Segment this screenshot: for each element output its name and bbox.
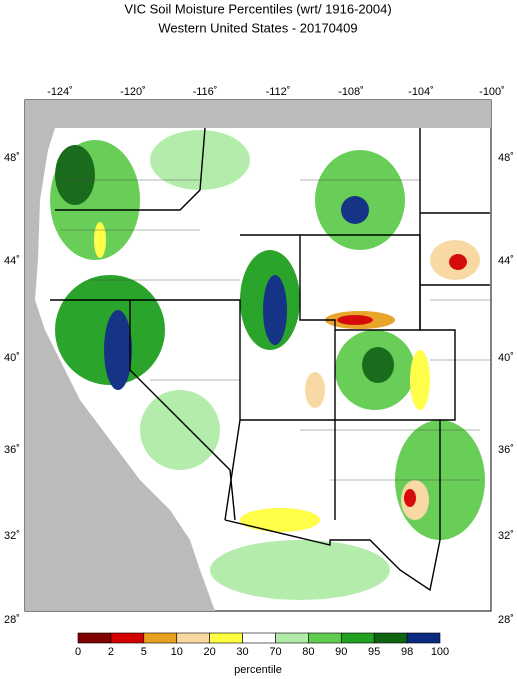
legend-label: percentile [234, 664, 282, 676]
county-lines [60, 179, 490, 481]
legend-swatch [143, 632, 178, 644]
legend-tick: 100 [431, 646, 449, 658]
lat-label: 32˚ [4, 530, 20, 542]
canada [25, 100, 491, 128]
legend-tick: 0 [75, 646, 81, 658]
title: VIC Soil Moisture Percentiles (wrt/ 1916… [124, 1, 391, 16]
lat-label: 44˚ [4, 255, 20, 267]
lat-label: 48˚ [498, 152, 514, 164]
lon-label: -120˚ [120, 86, 146, 98]
legend-swatch [242, 632, 276, 644]
lat-label: 40˚ [4, 352, 20, 364]
legend-swatch [209, 632, 243, 644]
subtitle: Western United States - 20170409 [158, 20, 357, 35]
state-borders [50, 127, 490, 592]
lon-label: -116˚ [193, 86, 218, 98]
legend-tick: 5 [141, 646, 147, 658]
ocean [25, 128, 215, 611]
lat-label: 44˚ [498, 255, 514, 267]
lat-label: 28˚ [498, 614, 514, 626]
lat-label: 48˚ [4, 152, 20, 164]
legend-swatch [373, 632, 408, 644]
legend-swatch [110, 632, 145, 644]
lat-label: 32˚ [498, 530, 514, 542]
legend-tick: 2 [108, 646, 114, 658]
legend-tick: 80 [302, 646, 314, 658]
lat-label: 28˚ [4, 614, 20, 626]
legend-tick: 90 [335, 646, 347, 658]
legend-tick: 95 [368, 646, 380, 658]
lon-label: -108˚ [338, 86, 364, 98]
lon-label: -124˚ [47, 86, 73, 98]
map [24, 99, 492, 612]
lon-label: -104˚ [408, 86, 434, 98]
legend-swatch [406, 632, 441, 644]
lat-label: 36˚ [498, 444, 514, 456]
lat-label: 36˚ [4, 444, 20, 456]
legend-swatch [176, 632, 210, 644]
legend-tick: 10 [171, 646, 183, 658]
lon-label: -100˚ [479, 86, 505, 98]
legend-tick: 70 [269, 646, 281, 658]
lat-label: 40˚ [498, 352, 514, 364]
lon-label: -112˚ [266, 86, 291, 98]
legend-swatch [308, 632, 342, 644]
legend-swatch [77, 632, 112, 644]
legend-tick: 20 [204, 646, 216, 658]
legend-swatch [340, 632, 375, 644]
moisture-patches [50, 130, 485, 600]
legend-tick: 30 [236, 646, 248, 658]
legend-swatch [275, 632, 309, 644]
legend-tick: 98 [401, 646, 413, 658]
